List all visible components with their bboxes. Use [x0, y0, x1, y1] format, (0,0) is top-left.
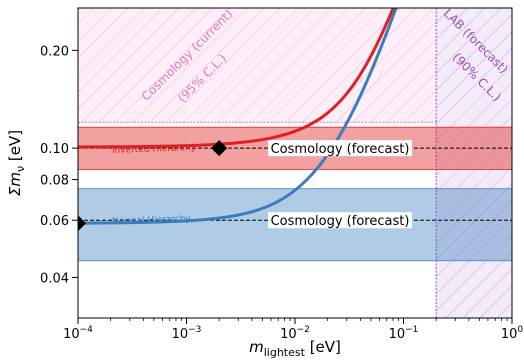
y-axis-title-sub: ν: [14, 166, 27, 172]
y-tick-label-1: 0.06: [40, 214, 69, 229]
forecast-label-0: Cosmology (forecast): [271, 142, 410, 157]
series-line-0: [78, 8, 395, 149]
x-tick-label-1: 10−3: [172, 325, 202, 342]
y-axis-title-unit: [eV]: [6, 130, 24, 166]
x-tick-exp-4: 0: [517, 325, 523, 335]
lab-forecast-hatch: [436, 8, 512, 318]
x-tick-label-4: 100: [501, 325, 524, 342]
x-tick-base-2: 10: [280, 327, 297, 342]
x-tick-base-3: 10: [389, 327, 406, 342]
x-tick-base-0: 10: [63, 327, 80, 342]
x-tick-label-0: 10−4: [63, 325, 93, 342]
x-axis-title: mlightest [eV]: [249, 338, 341, 359]
forecast-label-bg-1: [268, 212, 412, 229]
x-tick-exp-2: −2: [297, 325, 310, 335]
y-tick-label-2: 0.08: [40, 174, 69, 189]
y-axis-title-main: Σm: [6, 172, 24, 196]
series-line-1: [78, 8, 398, 225]
x-tick-label-2: 10−2: [280, 325, 310, 342]
forecast-label-1: Cosmology (forecast): [271, 214, 410, 229]
x-tick-base-4: 10: [501, 327, 518, 342]
x-tick-exp-3: −1: [405, 325, 418, 335]
y-tick-label-4: 0.20: [40, 44, 69, 59]
marker-0: [78, 215, 86, 232]
x-axis-title-main: m: [249, 338, 264, 356]
x-tick-exp-0: −4: [80, 325, 94, 335]
series-label-normal: Normal Hierarchy: [112, 214, 192, 227]
y-tick-label-0: 0.04: [40, 271, 69, 286]
x-tick-exp-1: −3: [188, 325, 201, 335]
x-axis-title-sub: lightest: [264, 346, 306, 359]
forecast-label-bg-0: [268, 140, 412, 157]
y-tick-label-3: 0.10: [40, 142, 69, 157]
x-tick-base-1: 10: [172, 327, 189, 342]
marker-1: [211, 140, 228, 157]
series-label-inverted: Inverted Hierarchy: [112, 143, 197, 156]
y-axis-title: Σmν [eV]: [6, 130, 27, 196]
x-axis-title-unit: [eV]: [305, 338, 341, 356]
x-tick-label-3: 10−1: [389, 325, 419, 342]
